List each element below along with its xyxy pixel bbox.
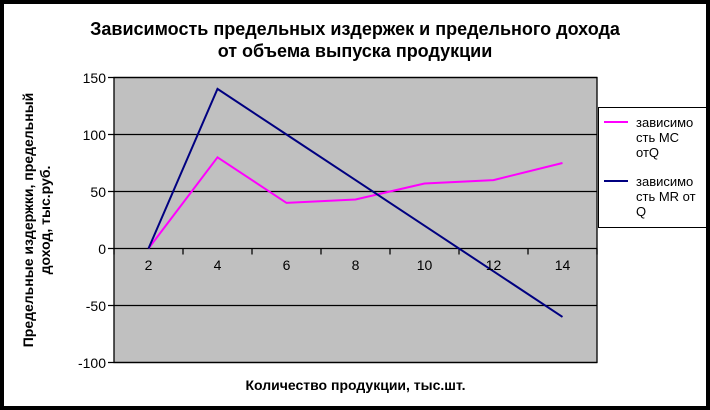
y-axis-title-line-1: Предельные издержки, предельный <box>20 92 36 348</box>
legend-entry-mc: зависимо сть MC отQ <box>604 115 706 160</box>
chart-title-line-1: Зависимость предельных издержек и предел… <box>90 19 620 39</box>
plot-canvas <box>108 76 598 364</box>
chart-legend: зависимо сть MC отQ зависимо сть MR от Q <box>598 107 706 228</box>
x-tick-label: 14 <box>554 257 571 273</box>
chart-title-line-2: от объема выпуска продукции <box>217 41 493 61</box>
y-axis-title: Предельные издержки, предельный доход, т… <box>17 77 57 363</box>
y-tick-label: -50 <box>85 297 106 314</box>
y-tick-label: 150 <box>82 69 106 86</box>
series-line-mc <box>147 155 563 250</box>
x-tick-label: 12 <box>485 257 502 273</box>
x-tick-label: 6 <box>282 257 291 273</box>
chart-title: Зависимость предельных издержек и предел… <box>4 18 706 62</box>
y-tick-label: 0 <box>98 240 106 257</box>
legend-label-mr: зависимо сть MR от Q <box>636 174 696 219</box>
y-tick-label: 100 <box>82 126 106 143</box>
y-tick-label: 50 <box>90 183 106 200</box>
legend-line-swatch-mc-icon <box>604 121 628 123</box>
legend-line-swatch-mr-icon <box>604 180 628 182</box>
x-tick-label: 8 <box>351 257 360 273</box>
legend-entry-mr: зависимо сть MR от Q <box>604 174 706 219</box>
y-axis-title-line-2: доход, тыс.руб. <box>37 165 53 275</box>
x-tick-label: 2 <box>144 257 153 273</box>
x-axis-title: Количество продукции, тыс.шт. <box>245 377 466 393</box>
plot-area <box>113 76 598 364</box>
y-tick-label: -100 <box>77 354 106 371</box>
legend-label-mc: зависимо сть MC отQ <box>636 115 694 160</box>
x-tick-label: 4 <box>213 257 222 273</box>
x-tick-label: 10 <box>416 257 433 273</box>
series-line-mr <box>147 87 564 318</box>
